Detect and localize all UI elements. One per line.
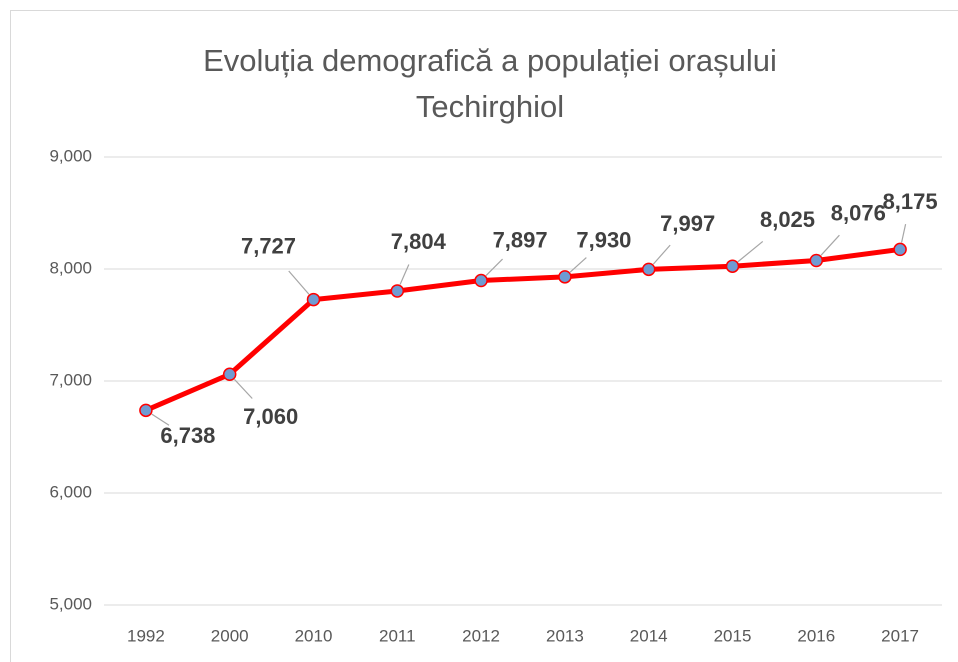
data-point: [641, 262, 656, 277]
leader-line: [569, 257, 587, 273]
leader-line: [288, 270, 310, 295]
data-label: 7,930: [576, 228, 631, 253]
leader-line: [820, 234, 840, 256]
chart-border: [10, 10, 958, 662]
data-point: [390, 284, 405, 298]
data-point: [893, 242, 907, 257]
data-label: 8,175: [883, 189, 938, 214]
data-label: 8,076: [831, 200, 886, 225]
leader-line: [485, 258, 503, 277]
chart-title: Evoluția demografică a populației orașul…: [203, 43, 777, 124]
data-point: [139, 403, 153, 418]
leader-line: [737, 240, 764, 263]
data-label: 8,025: [760, 207, 815, 232]
data-point: [474, 273, 488, 288]
x-tick-label: 2016: [797, 626, 835, 645]
data-label: 7,897: [493, 227, 548, 252]
x-tick-label: 2000: [211, 626, 249, 645]
data-line: [144, 246, 901, 413]
y-tick-label: 7,000: [49, 370, 92, 389]
x-tick-label: 2015: [714, 626, 752, 645]
y-tick-label: 9,000: [49, 146, 92, 165]
data-label: 7,060: [243, 404, 298, 429]
x-tick-label: 2014: [630, 626, 668, 645]
leader-line: [399, 264, 410, 285]
data-point: [306, 292, 321, 307]
data-point: [809, 253, 824, 268]
x-tick-label: 2011: [379, 626, 416, 645]
x-tick-label: 2017: [881, 626, 919, 645]
data-label: 7,804: [391, 229, 447, 254]
data-label: 7,997: [660, 211, 715, 236]
x-tick-label: 1992: [127, 626, 165, 645]
y-tick-label: 6,000: [49, 482, 92, 501]
leader-line: [234, 378, 253, 399]
x-tick-label: 2013: [546, 626, 584, 645]
leader-line: [901, 223, 907, 243]
x-tick-label: 2010: [295, 626, 333, 645]
y-tick-label: 8,000: [49, 258, 92, 277]
data-point: [725, 259, 740, 273]
x-tick-label: 2012: [462, 626, 500, 645]
data-point: [558, 270, 572, 284]
leader-line: [652, 244, 671, 265]
leader-line: [151, 413, 170, 426]
y-tick-label: 5,000: [49, 594, 92, 613]
data-label: 6,738: [160, 423, 215, 448]
data-label: 7,727: [241, 233, 296, 258]
data-point: [222, 367, 237, 382]
